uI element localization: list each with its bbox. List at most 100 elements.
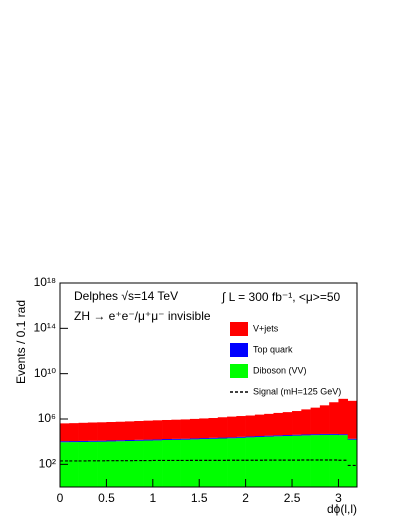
bar-segment [152, 420, 163, 440]
bar-segment [106, 440, 116, 442]
x-tick-label: 0.5 [98, 491, 115, 505]
bar-segment [199, 418, 209, 439]
annotation: Delphes √s=14 TeV [74, 289, 178, 303]
bar-segment [124, 421, 135, 441]
annotation: ZH → e⁺e⁻/μ⁺μ⁻ invisible [74, 309, 211, 323]
y-tick-label: 10¹⁰ [34, 366, 56, 380]
bar-segment [171, 438, 181, 440]
bar-segment [301, 435, 311, 487]
bar-segment [319, 434, 330, 487]
bar-segment [69, 441, 79, 443]
bar-segment [78, 441, 89, 487]
bar-segment [338, 434, 349, 436]
bar-segment [310, 407, 321, 435]
bar-segment [143, 439, 154, 441]
bar-segment [87, 441, 98, 487]
legend-swatch [230, 343, 248, 357]
bar-segment [264, 413, 274, 436]
bar-segment [254, 436, 265, 487]
bar-segment [301, 434, 311, 436]
legend-label: Diboson (VV) [253, 365, 307, 375]
bar-segment [254, 436, 265, 437]
bar-segment [134, 440, 144, 487]
bar-segment [60, 423, 70, 442]
bar-segment [180, 438, 191, 440]
bar-segment [310, 435, 321, 487]
bar-segment [338, 435, 349, 487]
bar-segment [134, 439, 144, 441]
bar-segment [329, 433, 339, 435]
bar-segment [106, 441, 116, 487]
bar-segment [301, 409, 311, 435]
bar-segment [217, 437, 228, 439]
bar-segment [319, 433, 330, 435]
bar-segment [152, 439, 163, 441]
bar-segment [264, 435, 274, 437]
legend-label: Signal (mH=125 GeV) [253, 386, 341, 396]
bar-segment [171, 419, 181, 439]
bar-segment [273, 435, 284, 437]
bar-segment [115, 440, 126, 442]
bar-segment [273, 436, 284, 487]
bar-segment [282, 412, 293, 436]
bar-segment [124, 440, 135, 441]
bar-segment [254, 414, 265, 437]
bar-segment [189, 418, 200, 439]
bar-segment [236, 436, 246, 438]
bar-segment [199, 438, 209, 440]
bar-segment [347, 400, 358, 439]
bar-segment [208, 418, 219, 438]
bar-segment [292, 411, 302, 435]
bar-segment [143, 420, 154, 440]
bar-segment [180, 419, 191, 439]
bar-segment [199, 439, 209, 487]
bar-segment [78, 440, 89, 442]
bar-segment [171, 439, 181, 487]
bar-segment [189, 438, 200, 440]
x-tick-label: 1 [149, 491, 156, 505]
bar-segment [310, 434, 321, 436]
bar-segment [180, 439, 191, 487]
bar-segment [134, 421, 144, 440]
y-axis-label: Events / 0.1 rad [14, 300, 28, 384]
bar-segment [217, 417, 228, 438]
bar-segment [217, 438, 228, 487]
bar-segment [236, 416, 246, 437]
bar-segment [236, 437, 246, 487]
bar-segment [162, 439, 172, 441]
bar-segment [227, 416, 237, 438]
bar-segment [208, 437, 219, 439]
bar-segment [227, 437, 237, 439]
x-tick-label: 2.5 [284, 491, 301, 505]
bar-segment [264, 436, 274, 487]
bar-segment [143, 440, 154, 487]
bar-segment [115, 441, 126, 487]
x-tick-label: 2 [242, 491, 249, 505]
bar-segment [273, 412, 284, 436]
legend-swatch [230, 364, 248, 378]
legend-label: Top quark [253, 344, 293, 354]
x-tick-label: 3 [335, 491, 342, 505]
bar-segment [189, 439, 200, 487]
bar-segment [292, 434, 302, 436]
legend-label: V+jets [253, 323, 279, 333]
bar-segment [245, 415, 256, 437]
bar-segment [115, 421, 126, 441]
bar-segment [245, 436, 256, 438]
bar-segment [292, 435, 302, 487]
bar-segment [245, 437, 256, 487]
bar-segment [208, 438, 219, 487]
bar-segment [69, 442, 79, 487]
bar-segment [87, 440, 98, 442]
bar-segment [60, 441, 70, 443]
y-tick-label: 10² [39, 457, 56, 471]
bar-segment [329, 434, 339, 487]
bar-segment [124, 440, 135, 487]
bar-segment [347, 438, 358, 440]
x-tick-label: 0 [57, 491, 64, 505]
y-tick-label: 10¹⁴ [34, 321, 57, 335]
bar-segment [282, 435, 293, 487]
annotation: ∫ L = 300 fb⁻¹, <μ>=50 [221, 290, 340, 304]
bar-segment [162, 440, 172, 487]
